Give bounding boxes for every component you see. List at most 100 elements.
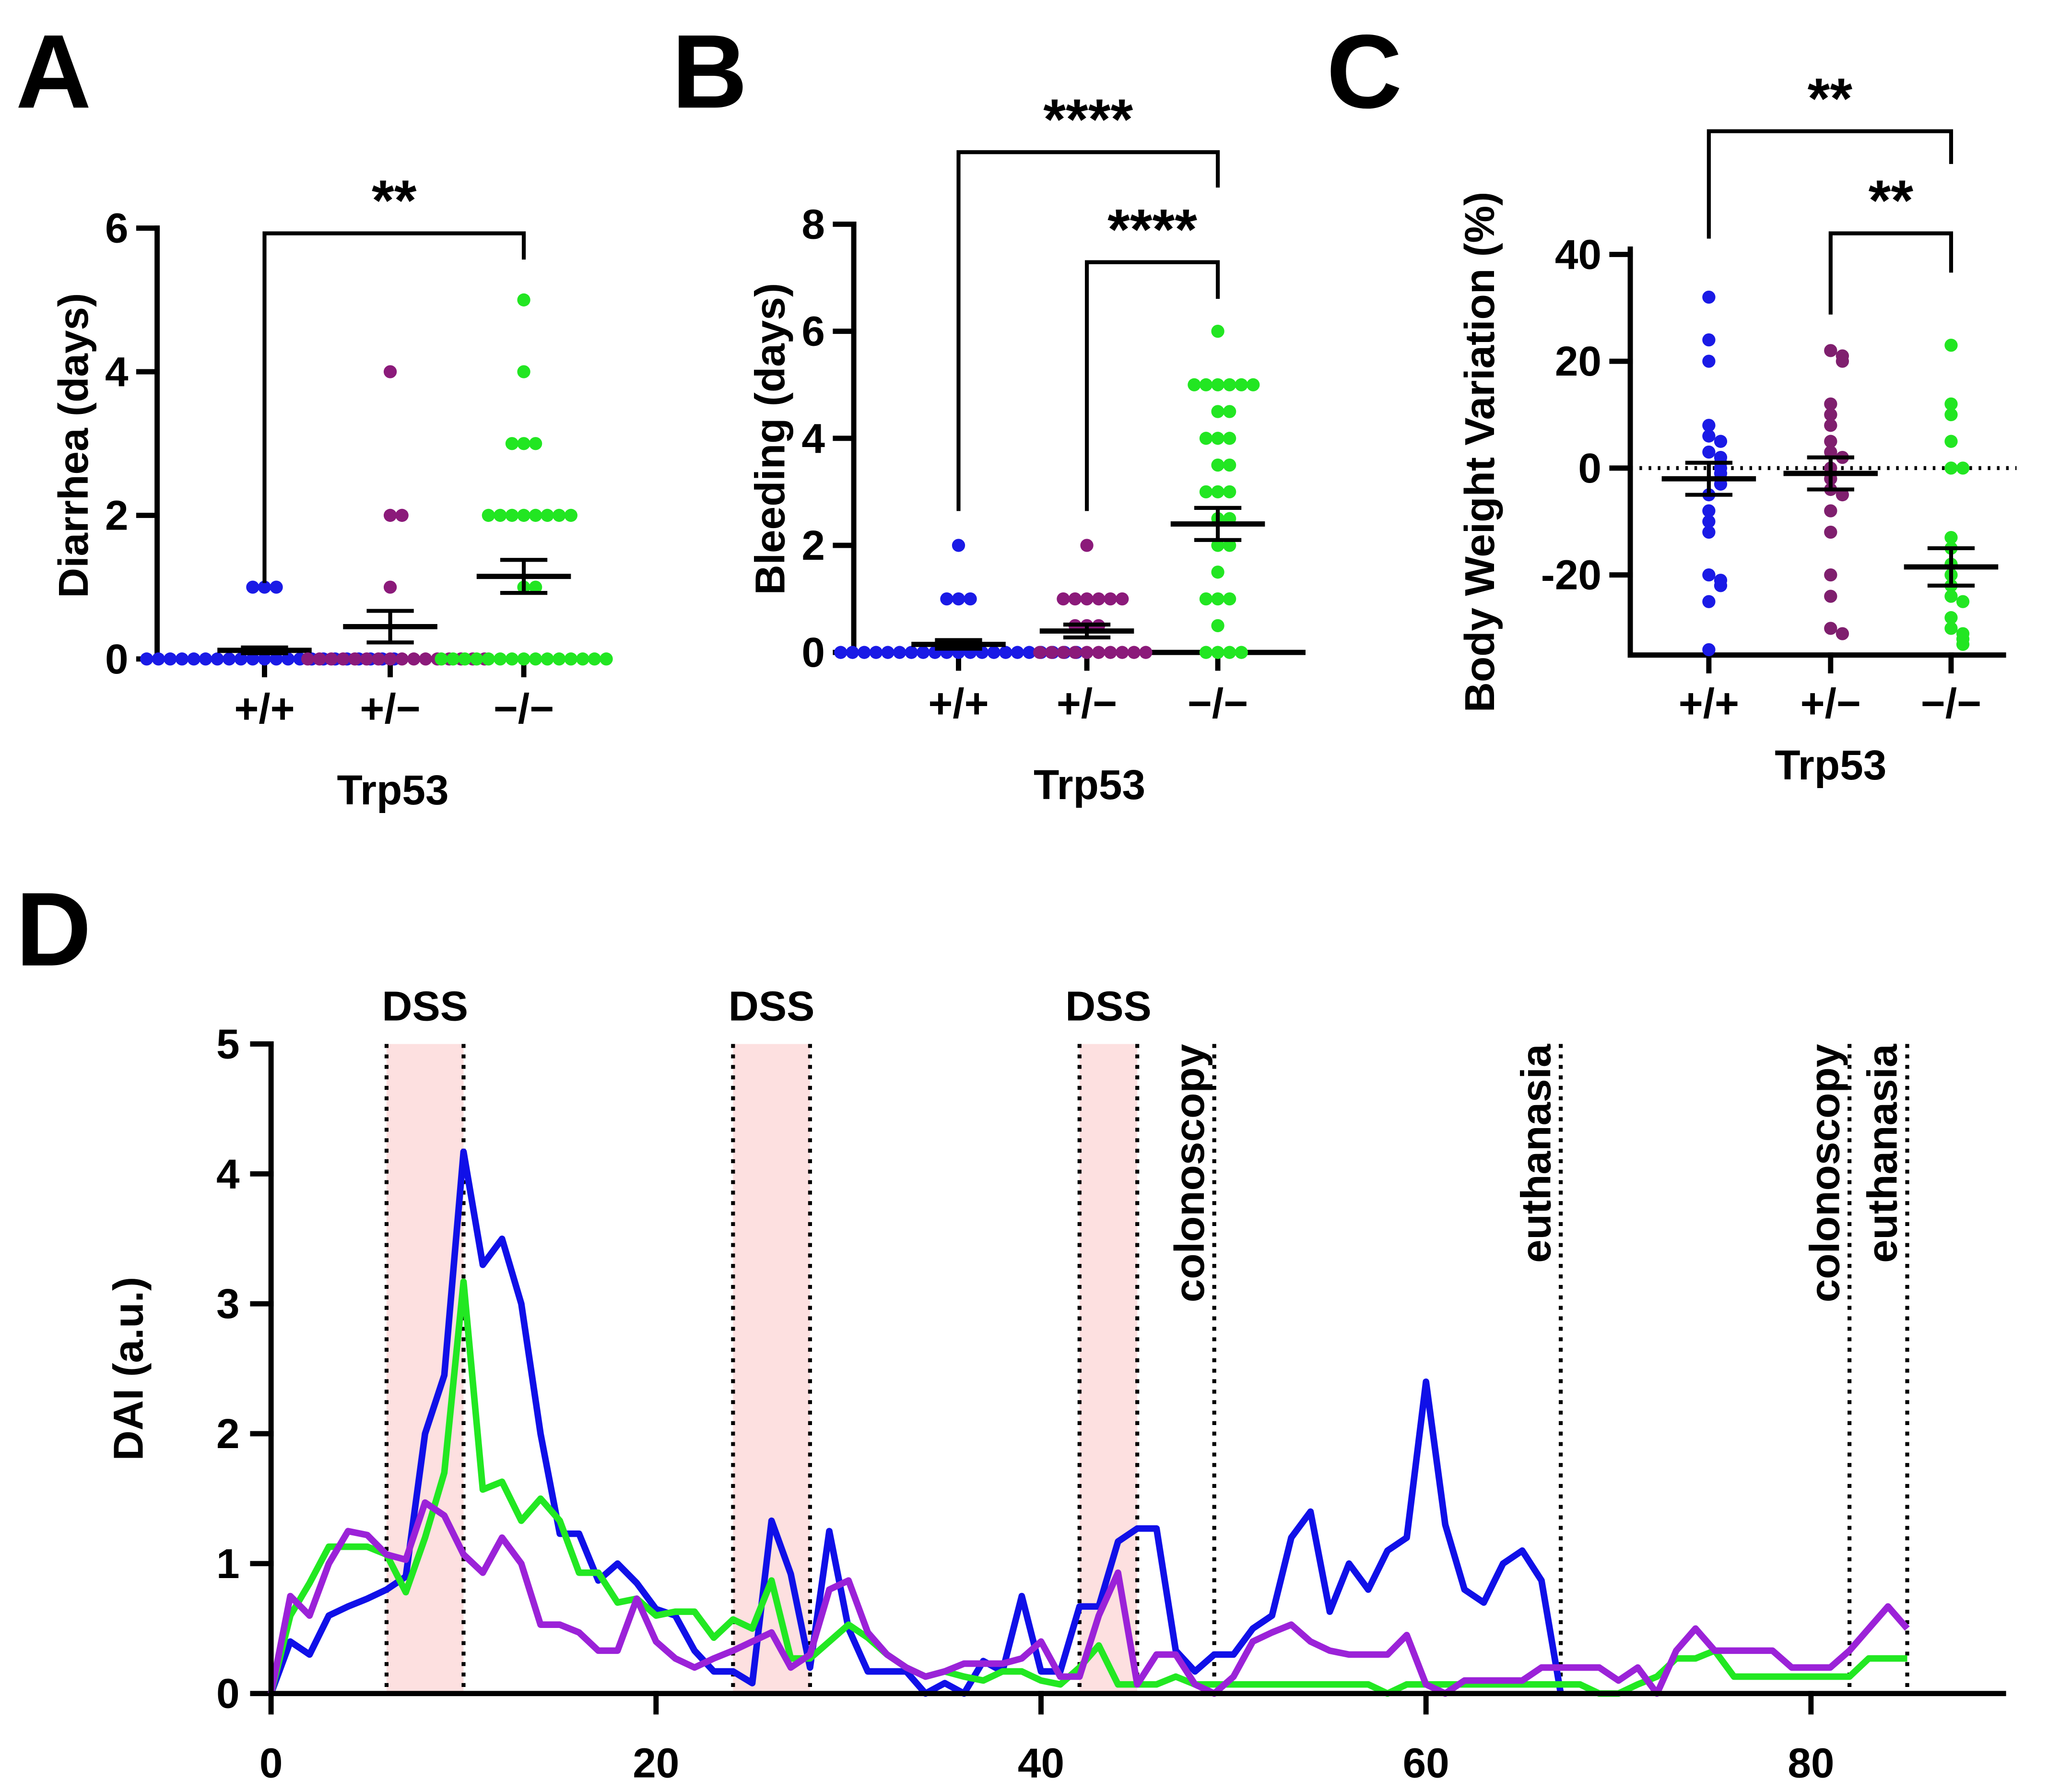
x-tick-label: +/− [1057,680,1117,727]
panel-letter: D [16,871,92,988]
data-point [1045,646,1058,659]
significance-label: **** [1043,87,1133,152]
data-point [1702,333,1716,347]
data-point [529,508,542,522]
data-point [223,652,236,666]
data-point [1057,646,1070,659]
data-point [1824,408,1837,422]
x-axis-label: Trp53 [337,766,449,813]
data-point [395,508,409,522]
data-point [564,508,578,522]
significance-label: ** [1869,168,1914,233]
data-point [1223,458,1236,472]
data-point [1956,595,1970,608]
data-point [1199,485,1213,499]
error-bar [366,609,414,645]
error-bar [241,645,288,655]
band-label: DSS [382,982,468,1029]
data-point [270,580,283,594]
data-point [1211,458,1224,472]
data-point [1824,525,1837,539]
data-point [199,652,212,666]
data-point [576,652,589,666]
data-point [529,580,542,594]
data-point [952,539,965,552]
data-point [517,437,530,450]
data-point [1223,405,1236,418]
x-tick-label: +/+ [234,685,294,732]
data-point [1944,339,1958,352]
x-axis-label: Trp53 [1775,742,1886,789]
data-point [1702,419,1716,432]
y-tick-label: 0 [1578,445,1601,492]
data-point [1824,589,1837,603]
data-point [529,652,542,666]
data-point [1139,646,1153,659]
data-point [187,652,200,666]
y-tick-label: -20 [1541,552,1601,599]
significance-label: ** [1808,66,1853,130]
data-point [1836,354,1849,368]
y-tick-label: 0 [801,629,825,676]
data-point [1944,622,1958,635]
data-point [258,580,271,594]
data-point [458,652,471,666]
data-point [494,508,507,522]
data-point [987,646,1000,659]
data-point [1702,568,1716,582]
data-point [140,652,153,666]
data-point [1211,485,1224,499]
data-point [1944,589,1958,603]
y-tick-label: 2 [216,1410,240,1457]
data-point [494,652,507,666]
significance-label: **** [1107,197,1197,261]
data-point [1714,579,1728,592]
data-point [1211,619,1224,633]
data-point [1223,378,1236,391]
data-point [1068,592,1082,606]
data-point [905,646,918,659]
data-point [348,652,362,666]
data-point [246,652,259,666]
x-tick-label: −/− [1921,680,1981,727]
data-point [1702,429,1716,443]
data-point [395,652,409,666]
event-label: colonoscopy [1166,1044,1213,1302]
data-point [1824,397,1837,411]
data-point [1199,432,1213,445]
x-axis-label: Trp53 [1034,761,1145,808]
event-label: euthanasia [1859,1043,1906,1263]
data-point [1127,646,1141,659]
data-point [1836,627,1849,640]
y-tick-label: 6 [801,308,825,355]
data-point [964,592,977,606]
data-point [505,437,519,450]
data-point [1714,435,1728,448]
data-point [1211,432,1224,445]
data-point [164,652,177,666]
y-axis-label: DAI (a.u.) [105,1277,152,1461]
data-point [1116,592,1129,606]
y-axis-label: Diarrhea (days) [50,293,97,598]
data-point [1702,643,1716,657]
significance-bracket [1084,260,1220,511]
data-point [246,580,259,594]
error-bar [1927,546,1975,588]
axes [268,1041,2006,1697]
panel-letter: A [16,13,92,130]
band-label: DSS [729,982,815,1029]
data-point [175,652,189,666]
x-tick-label: +/+ [1679,680,1739,727]
data-point [435,652,448,666]
significance-bracket [262,231,526,583]
data-point [1836,488,1849,502]
data-point [1104,646,1117,659]
data-point [564,652,578,666]
x-tick-label: 80 [1788,1739,1834,1786]
data-point [858,646,871,659]
data-point [505,508,519,522]
data-point [1080,539,1094,552]
data-point [482,652,495,666]
data-point [600,652,613,666]
y-tick-label: 1 [216,1540,240,1587]
